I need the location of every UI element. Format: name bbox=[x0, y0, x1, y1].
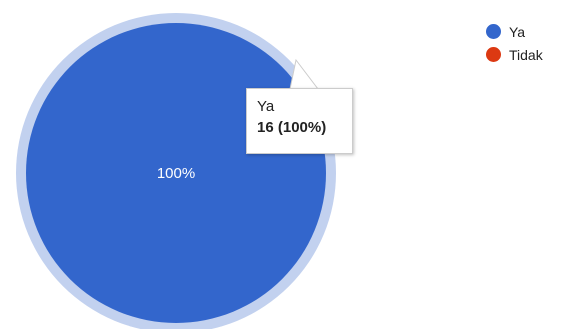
legend-marker-ya bbox=[486, 24, 501, 39]
legend-label-tidak: Tidak bbox=[509, 46, 543, 63]
legend-item-tidak[interactable]: Tidak bbox=[486, 45, 543, 64]
tooltip: Ya 16 (100%) bbox=[246, 88, 353, 154]
tooltip-pointer bbox=[289, 58, 320, 90]
legend-label-ya: Ya bbox=[509, 23, 526, 40]
tooltip-series-name: Ya bbox=[257, 98, 275, 115]
legend-marker-tidak bbox=[486, 47, 501, 62]
legend: Ya Tidak bbox=[486, 22, 543, 68]
slice-label-ya: 100% bbox=[157, 165, 195, 182]
legend-item-ya[interactable]: Ya bbox=[486, 22, 543, 41]
tooltip-series-value: 16 (100%) bbox=[257, 119, 327, 136]
